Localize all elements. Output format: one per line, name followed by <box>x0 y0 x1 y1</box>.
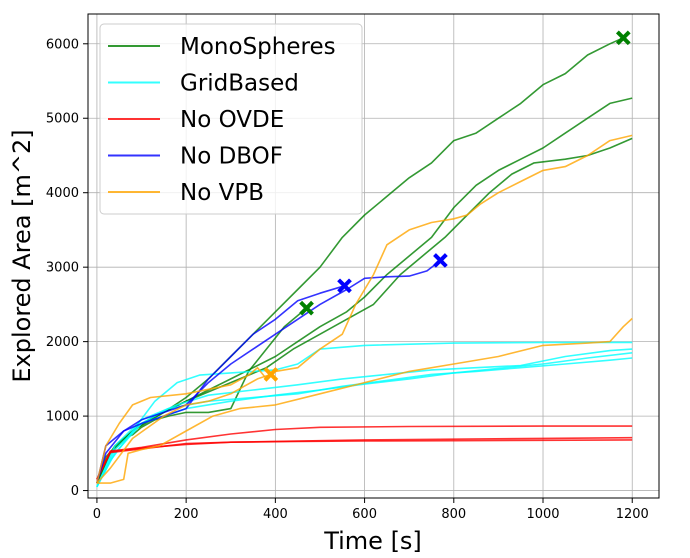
x-axis-ticks: 0 200 400 600 800 1000 1200 <box>93 498 649 522</box>
x-tick-label: 800 <box>441 507 466 522</box>
legend-label: No VPB <box>180 180 264 206</box>
end-markers <box>263 30 631 382</box>
legend-label: No DBOF <box>180 144 283 170</box>
end-marker-no-vpb <box>263 367 279 382</box>
end-marker-no-dbof <box>433 253 448 268</box>
x-tick-label: 200 <box>174 507 199 522</box>
x-tick-label: 1000 <box>526 507 559 522</box>
legend-label: GridBased <box>180 71 299 97</box>
x-tick-label: 600 <box>352 507 377 522</box>
series-line-no-dbof <box>96 259 441 484</box>
x-tick-label: 400 <box>263 507 288 522</box>
end-marker-no-dbof <box>337 278 352 294</box>
series-line-no-ovde <box>96 439 633 480</box>
x-axis-label: Time [s] <box>323 527 422 555</box>
end-marker-monospheres <box>299 300 314 316</box>
plot-frame <box>87 13 660 499</box>
series-line-no-vpb <box>96 373 272 484</box>
y-tick-label: 3000 <box>46 261 79 276</box>
legend-label: MonoSpheres <box>180 34 336 60</box>
y-tick-label: 5000 <box>46 112 79 127</box>
series-line-no-vpb <box>96 134 633 484</box>
y-tick-label: 6000 <box>46 37 79 52</box>
y-axis-label: Explored Area [m^2] <box>8 129 36 382</box>
series-line-no-ovde <box>96 425 633 480</box>
end-marker-monospheres <box>615 30 631 46</box>
series-line-gridbased <box>96 348 633 488</box>
x-tick-label: 0 <box>93 507 101 522</box>
y-tick-label: 1000 <box>46 410 79 425</box>
x-tick-label: 1200 <box>616 507 649 522</box>
y-axis-ticks: 0 1000 2000 3000 4000 5000 6000 <box>46 37 88 499</box>
y-tick-label: 0 <box>71 484 79 499</box>
y-tick-label: 2000 <box>46 335 79 350</box>
series-layer <box>96 37 633 488</box>
series-line-no-vpb <box>96 317 633 484</box>
legend: MonoSpheres GridBased No OVDE No DBOF No VPB <box>99 23 363 215</box>
y-tick-label: 4000 <box>46 186 79 201</box>
legend-box <box>99 23 363 215</box>
legend-label: No OVDE <box>180 107 284 133</box>
